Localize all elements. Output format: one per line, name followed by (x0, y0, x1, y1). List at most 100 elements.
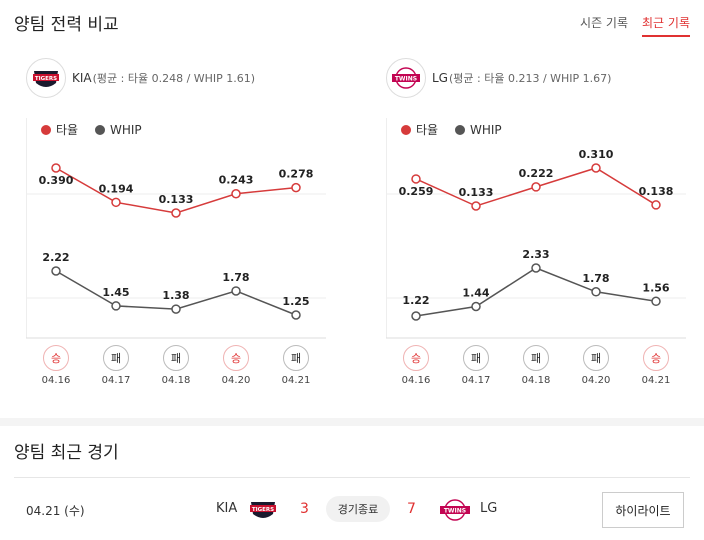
result-badge: 패 (523, 345, 549, 371)
whip-data-label: 1.44 (462, 286, 489, 299)
separator-line (14, 477, 690, 478)
svg-text:TWINS: TWINS (444, 508, 466, 515)
tab-season-record[interactable]: 시즌 기록 (580, 16, 629, 30)
avg-data-label: 0.133 (459, 186, 494, 199)
whip-data-label: 1.56 (642, 281, 669, 294)
game-date: 04.21 (수) (26, 504, 85, 518)
team-header-kia: TIGERS KIA (평균 : 타율 0.248 / WHIP 1.61) (26, 58, 255, 98)
whip-data-point (231, 286, 241, 296)
page-title: 양팀 전력 비교 (14, 15, 119, 35)
team-name: KIA (72, 71, 92, 85)
home-score: 7 (407, 501, 416, 517)
away-team-name: KIA (216, 501, 238, 516)
whip-data-point (411, 311, 421, 321)
game-date-label: 04.20 (581, 375, 611, 386)
svg-text:TIGERS: TIGERS (35, 76, 57, 82)
game-date-label: 04.17 (101, 375, 131, 386)
team-header-lg: TWINS LG (평균 : 타율 0.213 / WHIP 1.67) (386, 58, 611, 98)
whip-data-label: 1.25 (282, 295, 309, 308)
legend-whip-label: WHIP (110, 123, 142, 137)
game-date-label: 04.21 (641, 375, 671, 386)
result-badge: 패 (103, 345, 129, 371)
whip-data-point (531, 263, 541, 273)
kia-logo: TIGERS (26, 58, 66, 98)
result-badge: 승 (43, 345, 69, 371)
whip-data-point (51, 266, 61, 276)
whip-series-line (415, 267, 657, 317)
recent-game-row: 04.21 (수) KIA TIGERS 3 경기종료 7 TWINS LG 하… (0, 490, 704, 530)
avg-data-label: 0.194 (99, 182, 134, 195)
legend-whip-marker (95, 125, 105, 135)
lg-logo: TWINS (440, 499, 470, 521)
whip-data-point (111, 301, 121, 311)
avg-data-label: 0.310 (579, 148, 614, 161)
whip-data-label: 2.33 (522, 248, 549, 261)
legend-avg-marker (401, 125, 411, 135)
away-score: 3 (300, 501, 309, 517)
legend-whip-label: WHIP (470, 123, 502, 137)
game-date-label: 04.17 (461, 375, 491, 386)
avg-data-point (651, 200, 661, 210)
whip-data-point (471, 301, 481, 312)
avg-data-label: 0.222 (519, 167, 554, 180)
recent-games-title: 양팀 최근 경기 (14, 443, 119, 463)
result-badge: 패 (283, 345, 309, 371)
avg-data-point (471, 201, 481, 211)
home-team-name: LG (480, 501, 498, 516)
whip-data-label: 1.78 (222, 271, 249, 284)
whip-data-point (171, 304, 181, 314)
whip-data-point (651, 296, 661, 307)
game-status-badge: 경기종료 (326, 496, 390, 522)
avg-data-point (231, 188, 241, 199)
result-badge: 패 (583, 345, 609, 371)
team-name: LG (432, 71, 448, 85)
highlight-button[interactable]: 하이라이트 (602, 492, 684, 528)
avg-data-label: 0.390 (39, 174, 74, 187)
result-badge: 패 (463, 345, 489, 371)
avg-data-label: 0.278 (279, 168, 314, 181)
avg-data-point (171, 208, 181, 218)
lg-logo: TWINS (386, 58, 426, 98)
avg-data-point (111, 197, 121, 208)
result-badge: 승 (643, 345, 669, 371)
avg-data-label: 0.243 (219, 174, 254, 187)
avg-data-label: 0.259 (399, 185, 434, 198)
game-date-label: 04.18 (161, 375, 191, 386)
whip-data-point (591, 287, 601, 297)
kia-logo: TIGERS (250, 502, 276, 518)
whip-data-label: 1.22 (402, 294, 429, 307)
result-badge: 패 (163, 345, 189, 371)
result-badge: 승 (223, 345, 249, 371)
whip-data-label: 2.22 (42, 251, 69, 264)
legend-avg-label: 타율 (416, 123, 438, 137)
game-date-label: 04.21 (281, 375, 311, 386)
game-date-label: 04.16 (401, 375, 431, 386)
avg-data-point (411, 174, 421, 184)
whip-data-point (291, 310, 301, 320)
section-divider (0, 418, 704, 426)
avg-series-line (55, 167, 297, 214)
team-average-stats: (평균 : 타율 0.213 / WHIP 1.67) (448, 72, 612, 85)
lg-trend-chart: 타율 WHIP 0.259 0.133 0.222 0.310 0.138 1.22 1.44 2… (386, 118, 686, 339)
team-average-stats: (평균 : 타율 0.248 / WHIP 1.61) (92, 72, 256, 85)
whip-data-label: 1.45 (102, 286, 129, 299)
record-tabs: 시즌 기록 최근 기록 (580, 14, 690, 37)
tab-recent-record[interactable]: 최근 기록 (642, 14, 690, 37)
whip-data-label: 1.78 (582, 272, 609, 285)
svg-text:TWINS: TWINS (395, 76, 417, 83)
whip-data-label: 1.38 (162, 289, 189, 302)
avg-data-point (531, 182, 541, 192)
game-date-label: 04.18 (521, 375, 551, 386)
game-date-label: 04.16 (41, 375, 71, 386)
avg-data-point (291, 182, 301, 193)
legend-avg-marker (41, 125, 51, 135)
game-date-label: 04.20 (221, 375, 251, 386)
avg-data-label: 0.138 (639, 185, 674, 198)
avg-data-point (51, 163, 61, 173)
result-badge: 승 (403, 345, 429, 371)
svg-text:TIGERS: TIGERS (252, 507, 274, 513)
legend-avg-label: 타율 (56, 123, 78, 137)
avg-data-label: 0.133 (159, 193, 194, 206)
legend-whip-marker (455, 125, 465, 135)
kia-trend-chart: 타율 WHIP 0.390 0.194 0.133 0.243 0.278 2.22 1.45 1… (26, 118, 326, 339)
